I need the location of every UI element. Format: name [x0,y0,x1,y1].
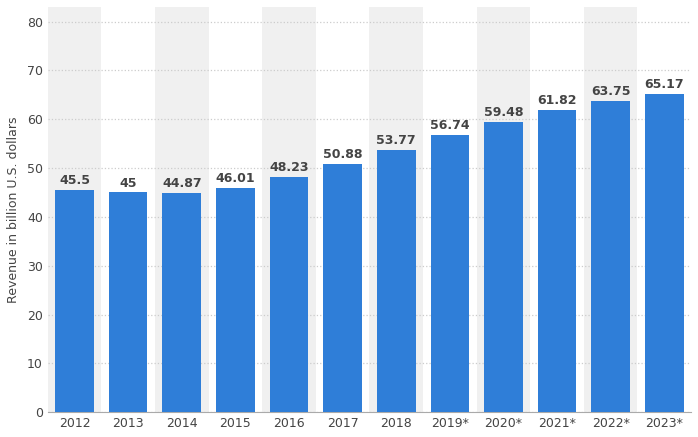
Bar [484,122,523,412]
Text: 46.01: 46.01 [216,172,255,184]
Text: 45: 45 [119,177,137,190]
Bar [537,111,577,412]
Text: 59.48: 59.48 [484,106,524,119]
Text: 44.87: 44.87 [162,177,202,190]
Bar [315,7,369,412]
Bar [591,101,630,412]
Bar [269,177,309,412]
Text: 53.77: 53.77 [376,134,416,147]
Text: 65.17: 65.17 [644,78,684,91]
Bar [423,7,477,412]
Text: 56.74: 56.74 [430,119,470,132]
Bar [209,7,262,412]
Bar [47,7,101,412]
Bar [530,7,584,412]
Bar [431,135,469,412]
Bar [477,7,530,412]
Text: 63.75: 63.75 [591,85,630,98]
Bar [262,7,315,412]
Bar [323,164,362,412]
Bar [163,193,201,412]
Text: 45.5: 45.5 [59,174,90,187]
Bar [645,94,683,412]
Bar [155,7,209,412]
Bar [584,7,637,412]
Text: 50.88: 50.88 [323,148,362,161]
Y-axis label: Revenue in billion U.S. dollars: Revenue in billion U.S. dollars [7,116,20,303]
Bar [637,7,691,412]
Bar [216,187,255,412]
Text: 61.82: 61.82 [537,94,577,108]
Bar [377,149,415,412]
Text: 48.23: 48.23 [269,161,309,174]
Bar [55,190,94,412]
Bar [369,7,423,412]
Bar [109,192,147,412]
Bar [101,7,155,412]
